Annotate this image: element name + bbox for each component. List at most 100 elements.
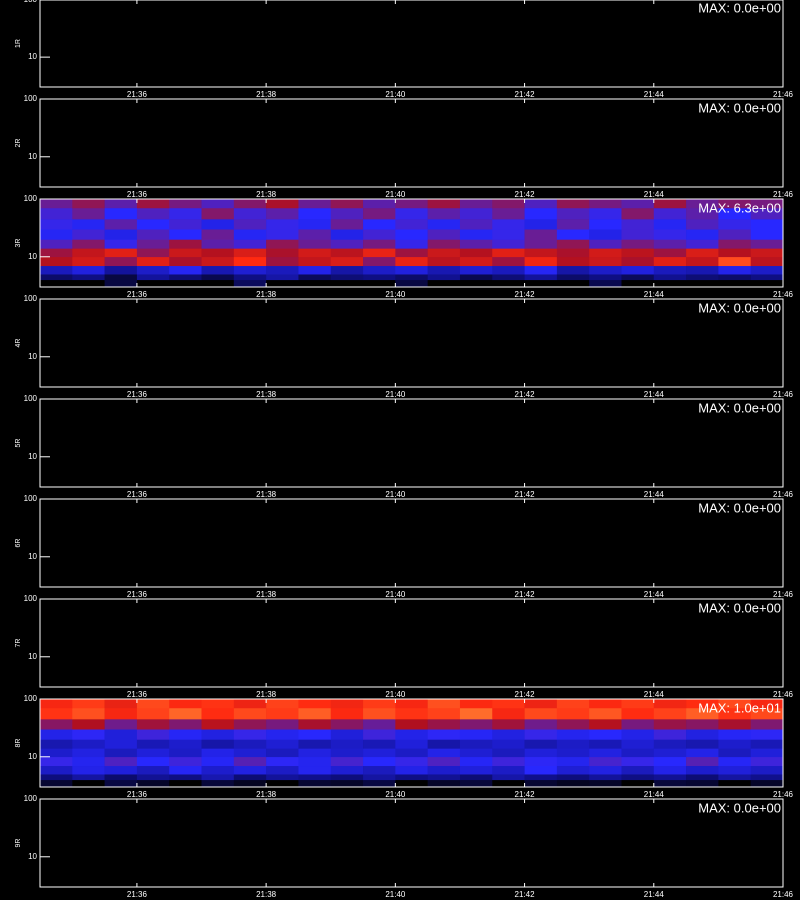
heatmap-cell [72, 265, 105, 275]
heatmap-cell [330, 719, 364, 730]
heatmap-cell [169, 739, 202, 749]
heatmap-cell [621, 199, 655, 209]
heatmap-cell [233, 265, 267, 275]
y-axis-label: 2R [15, 139, 22, 148]
heatmap-cell [459, 756, 493, 767]
heatmap-cell [556, 748, 590, 758]
heatmap-cell [330, 779, 364, 788]
x-tick-label: 21:40 [385, 490, 406, 499]
heatmap-cell [169, 207, 202, 220]
heatmap-cell [427, 239, 461, 249]
heatmap-cell [524, 219, 558, 230]
heatmap-cell [653, 779, 687, 788]
heatmap-cell [201, 248, 235, 258]
heatmap-cell [750, 774, 784, 781]
heatmap-cell [330, 699, 364, 709]
heatmap-cell [621, 279, 655, 288]
y-axis-label: 6R [15, 539, 22, 548]
x-tick-label: 21:38 [256, 590, 277, 599]
heatmap-cell [363, 719, 396, 730]
heatmap-cell [589, 756, 622, 767]
heatmap-cell [104, 199, 138, 209]
heatmap-cell [233, 279, 267, 288]
heatmap-cell [459, 239, 493, 249]
heatmap-cell [169, 756, 202, 767]
heatmap-cell [233, 739, 267, 749]
heatmap-cell [621, 774, 655, 781]
heatmap-cell [686, 729, 719, 740]
y-tick-label: 10 [28, 352, 37, 361]
heatmap-cell [136, 707, 170, 720]
y-tick-label: 10 [28, 552, 37, 561]
heatmap-cell [201, 756, 235, 767]
heatmap-cell [492, 199, 525, 209]
heatmap-cell [136, 265, 170, 275]
heatmap-cell [136, 699, 170, 709]
heatmap-cell [718, 739, 751, 749]
heatmap-cell [718, 765, 751, 775]
x-tick-label: 21:36 [127, 90, 148, 99]
heatmap-cell [136, 274, 170, 281]
heatmap-cell [750, 699, 784, 709]
heatmap-cell [233, 748, 267, 758]
heatmap-cell [459, 248, 493, 258]
heatmap-cell [524, 765, 558, 775]
heatmap-cell [395, 699, 428, 709]
heatmap-cell [427, 207, 461, 220]
heatmap-cell [298, 248, 332, 258]
heatmap-cell [589, 199, 622, 209]
heatmap-cell [104, 707, 138, 720]
heatmap-cell [233, 756, 267, 767]
heatmap-cell [266, 729, 299, 740]
heatmap-cell [233, 239, 267, 249]
heatmap-cell [686, 748, 719, 758]
heatmap-cell [718, 199, 751, 209]
heatmap-cell [72, 199, 105, 209]
heatmap-cell [298, 729, 332, 740]
heatmap-cell [524, 779, 558, 788]
heatmap-cell [40, 765, 73, 775]
x-tick-label: 21:44 [644, 490, 665, 499]
heatmap-cell [363, 279, 396, 288]
heatmap-cell [589, 265, 622, 275]
heatmap-cell [459, 279, 493, 288]
heatmap-cell [750, 207, 784, 220]
x-tick-label: 21:44 [644, 890, 665, 899]
heatmap-cell [556, 229, 590, 240]
heatmap-cell [653, 279, 687, 288]
heatmap-cell [40, 239, 73, 249]
heatmap-cell [427, 279, 461, 288]
heatmap-cell [363, 707, 396, 720]
y-tick-label: 100 [24, 794, 38, 803]
y-axis-label: 7R [15, 639, 22, 648]
heatmap-cell [427, 256, 461, 267]
heatmap-cell [72, 779, 105, 788]
plot-frame [39, 0, 784, 88]
heatmap-cell [621, 719, 655, 730]
max-label: MAX: 0.0e+00 [698, 400, 781, 415]
heatmap-cell [653, 774, 687, 781]
heatmap-cell [266, 739, 299, 749]
heatmap-cell [492, 719, 525, 730]
x-tick-label: 21:42 [515, 790, 536, 799]
heatmap-cell [653, 256, 687, 267]
heatmap-cell [169, 229, 202, 240]
x-tick-label: 21:42 [515, 90, 536, 99]
heatmap-cell [750, 256, 784, 267]
heatmap-cell [621, 239, 655, 249]
heatmap-cell [621, 256, 655, 267]
heatmap-cell [589, 219, 622, 230]
heatmap-cell [653, 239, 687, 249]
heatmap-cell [104, 719, 138, 730]
heatmap-cell [589, 707, 622, 720]
x-tick-label: 21:44 [644, 390, 665, 399]
heatmap-cell [72, 219, 105, 230]
heatmap-cell [201, 748, 235, 758]
heatmap-cell [136, 774, 170, 781]
heatmap-cell [524, 748, 558, 758]
heatmap-cell [233, 229, 267, 240]
heatmap-cell [201, 274, 235, 281]
heatmap-cell [686, 219, 719, 230]
x-tick-label: 21:46 [773, 90, 794, 99]
heatmap-cell [589, 239, 622, 249]
